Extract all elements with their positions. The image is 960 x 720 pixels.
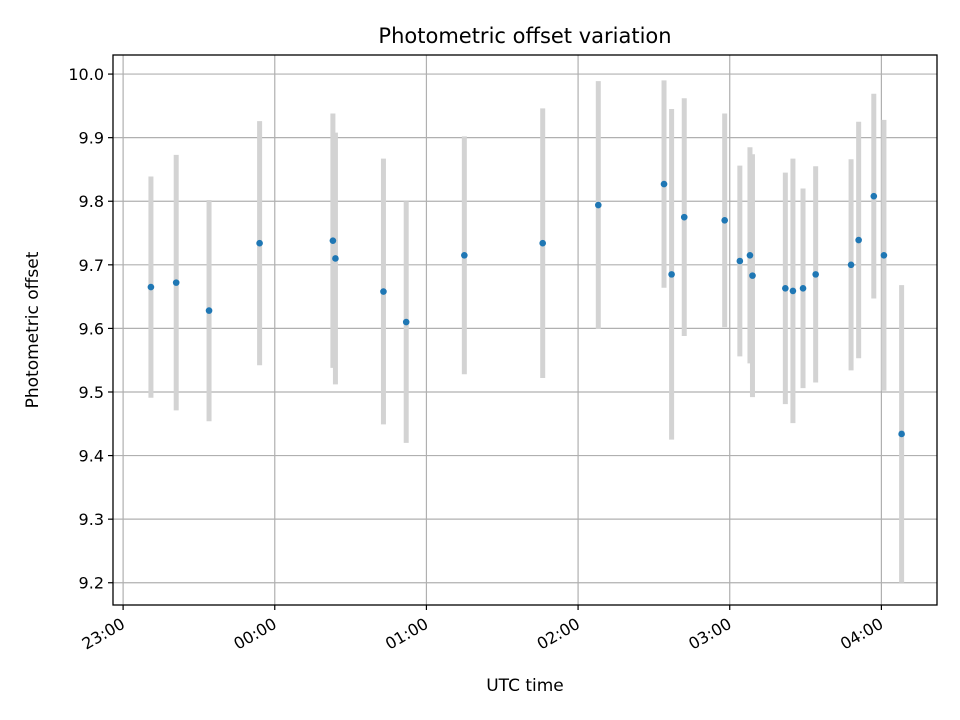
data-point (898, 430, 905, 438)
data-point (461, 251, 468, 259)
y-tick-label: 9.9 (79, 129, 104, 148)
data-point (329, 237, 337, 244)
data-points (147, 180, 905, 438)
data-point (668, 271, 675, 278)
data-point (749, 272, 756, 279)
data-point (870, 192, 878, 200)
data-point (539, 239, 546, 247)
plot-frame (112, 54, 938, 606)
chart-title: Photometric offset variation (378, 24, 671, 48)
data-point (660, 180, 668, 188)
data-point (880, 251, 888, 259)
data-point (746, 251, 754, 259)
y-tick-label: 9.8 (79, 192, 104, 211)
data-point (332, 255, 339, 262)
grid (113, 55, 937, 605)
data-point (799, 285, 807, 292)
data-point (147, 283, 155, 291)
y-tick-label: 9.2 (79, 574, 104, 593)
data-point (172, 279, 180, 286)
y-axis: 9.2 9.3 9.4 9.5 9.6 9.7 9.8 9.9 10.0 (68, 65, 113, 593)
data-point (205, 307, 213, 314)
y-tick-label: 10.0 (68, 65, 104, 84)
data-point (736, 257, 744, 265)
data-point (721, 217, 728, 224)
data-point (855, 236, 862, 244)
data-point (595, 201, 602, 209)
data-point (680, 213, 688, 221)
y-axis-label: Photometric offset (23, 251, 43, 408)
y-tick-label: 9.5 (79, 383, 104, 402)
data-point (380, 288, 387, 295)
x-axis-label: UTC time (486, 676, 564, 696)
data-point (812, 271, 819, 278)
y-tick-label: 9.3 (79, 510, 104, 529)
y-tick-label: 9.6 (79, 319, 104, 338)
data-point (789, 287, 797, 295)
data-point (782, 285, 789, 292)
y-tick-label: 9.7 (79, 256, 104, 275)
data-point (256, 239, 263, 247)
data-point (402, 318, 410, 326)
data-point (847, 261, 855, 269)
y-tick-label: 9.4 (79, 447, 104, 466)
